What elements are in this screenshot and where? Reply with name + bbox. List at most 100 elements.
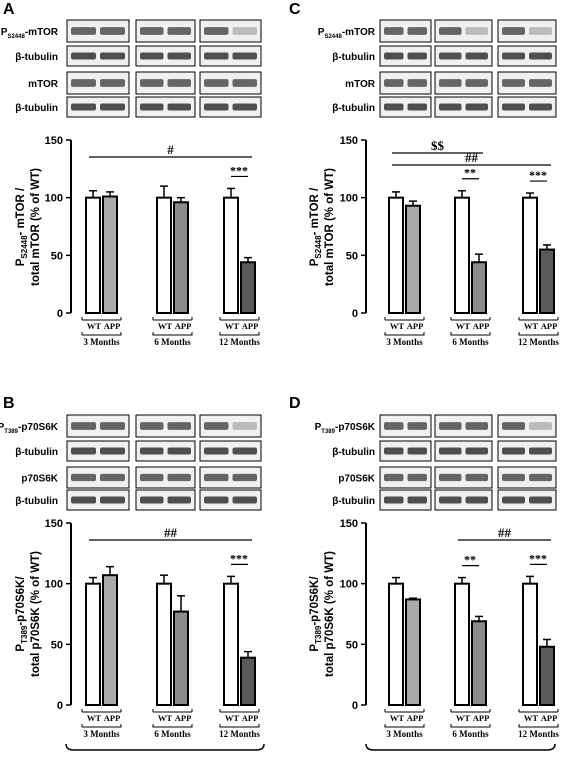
group-bracket-lower bbox=[518, 724, 559, 728]
y-tick-label: 50 bbox=[51, 639, 63, 651]
blot-band-wt bbox=[384, 27, 404, 35]
blot-band-app bbox=[529, 496, 552, 504]
blot-box bbox=[497, 96, 557, 118]
blot-box bbox=[66, 414, 130, 438]
group-bracket bbox=[518, 709, 559, 713]
x-label-wt: WT bbox=[158, 321, 173, 331]
x-category-label: 12 Months bbox=[518, 729, 559, 739]
group-bracket bbox=[152, 709, 193, 713]
blot-box bbox=[434, 489, 493, 511]
significance-label: *** bbox=[529, 168, 547, 182]
blot-box bbox=[497, 414, 557, 438]
blot-box bbox=[135, 19, 196, 43]
blot-band-app bbox=[100, 103, 125, 111]
bar-wt-12-months bbox=[522, 582, 538, 707]
blot-label: PS2448-mTOR bbox=[1, 27, 59, 40]
bar-app-12-months bbox=[539, 645, 555, 707]
blot-band-app bbox=[529, 422, 552, 430]
blot-band-wt bbox=[502, 52, 525, 60]
blot-band-app bbox=[529, 103, 552, 111]
blot-box bbox=[434, 71, 493, 95]
blot-label-prefix: P bbox=[315, 422, 322, 433]
blot-band-app bbox=[100, 79, 125, 87]
panel-b: BPT389-p70S6Kβ-tubulinp70S6Kβ-tubulin050… bbox=[0, 395, 265, 751]
blot-band-wt bbox=[204, 103, 229, 111]
blot-box bbox=[379, 440, 432, 462]
blot-band-app bbox=[232, 103, 257, 111]
blot-label: PT389-p70S6K bbox=[315, 422, 376, 435]
blot-label: β-tubulin bbox=[332, 52, 375, 63]
group-bracket bbox=[450, 709, 491, 713]
bar-wt-6-months bbox=[454, 196, 470, 315]
x-label-wt: WT bbox=[225, 713, 240, 723]
x-category-label: 12 Months bbox=[518, 337, 559, 347]
group-bracket-lower bbox=[384, 332, 425, 336]
blot-label-dash: - bbox=[25, 27, 28, 38]
blot-band-app bbox=[232, 52, 257, 60]
y-axis-label-line2: total mTOR (% of WT) bbox=[324, 168, 336, 286]
y-axis-label-prefix: P bbox=[309, 644, 321, 652]
blot-band-wt bbox=[71, 422, 96, 430]
blot-band-wt bbox=[502, 447, 525, 455]
blot-box bbox=[66, 466, 130, 489]
group-bracket bbox=[384, 709, 425, 713]
blot-label-protein: mTOR bbox=[28, 27, 59, 38]
x-category-label: 3 Months bbox=[386, 337, 423, 347]
blot-label-dash: - bbox=[18, 422, 21, 433]
x-label-app: APP bbox=[242, 321, 259, 331]
x-label-app: APP bbox=[407, 321, 424, 331]
blot-label-subscript: T389 bbox=[321, 429, 335, 435]
blot-box bbox=[434, 440, 493, 462]
blot-band-app bbox=[465, 79, 488, 87]
y-tick-label: 100 bbox=[340, 579, 358, 591]
blot-box bbox=[135, 45, 196, 67]
group-bracket-lower bbox=[152, 332, 193, 336]
blot-band-app bbox=[232, 27, 257, 35]
blot-band-wt bbox=[439, 27, 462, 35]
significance-label: # bbox=[167, 142, 174, 157]
blot-label: p70S6K bbox=[338, 474, 375, 485]
blot-box bbox=[135, 96, 196, 118]
blot-band-wt bbox=[502, 473, 525, 482]
blot-band-wt bbox=[439, 473, 462, 482]
blot-band-wt bbox=[384, 103, 404, 111]
blot-band-wt bbox=[71, 27, 96, 35]
blot-band-app bbox=[529, 447, 552, 455]
blot-label-dash: - bbox=[335, 422, 338, 433]
bar-app-6-months bbox=[471, 620, 487, 707]
blot-box bbox=[135, 489, 196, 511]
bar-app-12-months bbox=[539, 248, 555, 314]
blot-band-wt bbox=[204, 447, 229, 455]
y-axis-label-rest: - mTOR / bbox=[309, 187, 321, 236]
panel-letter: C bbox=[289, 1, 301, 18]
group-bracket bbox=[81, 317, 122, 321]
blot-band-app bbox=[100, 496, 125, 504]
blot-band-wt bbox=[439, 496, 462, 504]
y-axis-label-line2: total mTOR (% of WT) bbox=[30, 168, 42, 286]
blot-box bbox=[66, 489, 130, 511]
blot-label: β-tubulin bbox=[332, 496, 375, 507]
bar-app-12-months bbox=[240, 656, 256, 706]
blot-label: β-tubulin bbox=[15, 496, 58, 507]
blot-band-app bbox=[407, 473, 427, 482]
blot-box bbox=[497, 466, 557, 489]
x-label-app: APP bbox=[407, 713, 424, 723]
blot-band-app bbox=[529, 27, 552, 35]
blot-label-protein: p70S6K bbox=[21, 422, 58, 433]
blot-band-wt bbox=[439, 79, 462, 87]
y-axis-label-subscript: T389 bbox=[20, 625, 29, 644]
x-category-label: 12 Months bbox=[219, 337, 260, 347]
significance-label: ** bbox=[464, 553, 476, 567]
y-tick-label: 100 bbox=[340, 193, 358, 205]
x-category-label: 12 Months bbox=[219, 729, 260, 739]
y-tick-label: 150 bbox=[340, 135, 358, 147]
blot-band-wt bbox=[204, 473, 229, 482]
bar-app-3-months bbox=[405, 598, 421, 706]
blot-label-subscript: S2448 bbox=[7, 34, 25, 40]
blot-box bbox=[434, 45, 493, 67]
blot-band-app bbox=[232, 496, 257, 504]
blot-band-wt bbox=[439, 103, 462, 111]
group-bracket-lower bbox=[219, 332, 260, 336]
significance-label: ## bbox=[498, 525, 512, 540]
bar-app-3-months bbox=[102, 574, 118, 706]
